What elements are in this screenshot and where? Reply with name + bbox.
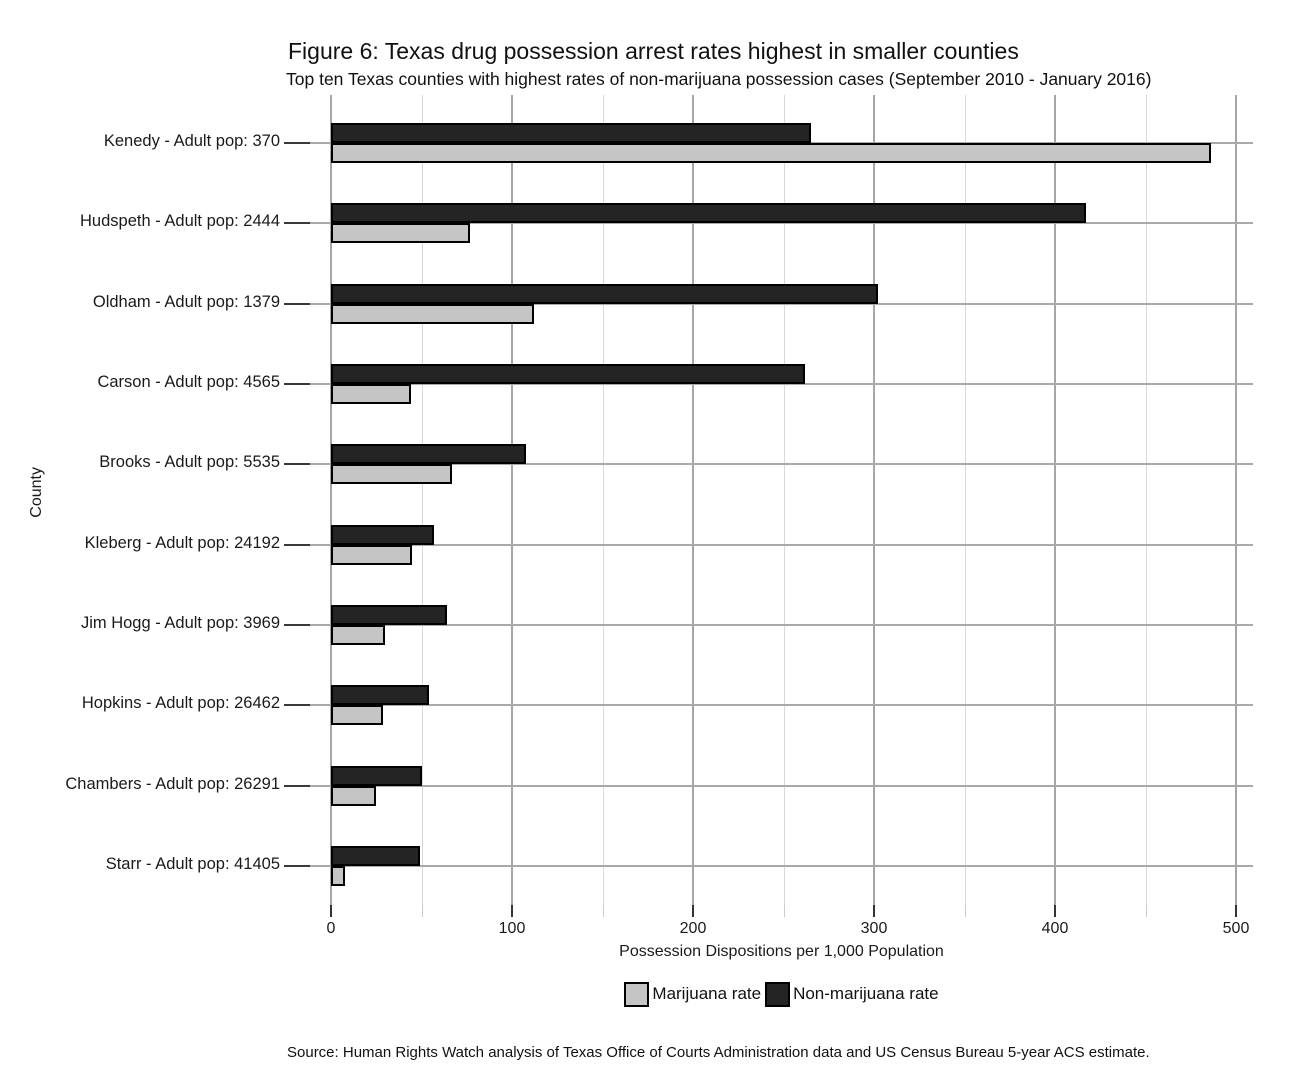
y-axis-label: Kleberg - Adult pop: 24192 xyxy=(84,533,280,552)
legend-item-marijuana: Marijuana rate xyxy=(624,981,762,1007)
gridline-major-x-200 xyxy=(692,95,694,905)
row-gridline xyxy=(310,864,1253,867)
bar-non-marijuana xyxy=(331,765,422,786)
y-tick xyxy=(284,302,310,305)
source-note: Source: Human Rights Watch analysis of T… xyxy=(287,1044,1150,1061)
gridline-major-x-100 xyxy=(511,95,513,905)
bar-non-marijuana xyxy=(331,845,420,866)
y-axis-label: Jim Hogg - Adult pop: 3969 xyxy=(80,613,280,632)
bar-non-marijuana xyxy=(331,363,805,384)
bar-marijuana xyxy=(331,865,345,886)
legend-label-marijuana: Marijuana rate xyxy=(652,984,762,1003)
legend-swatch-marijuana xyxy=(624,981,650,1007)
y-axis-label: Brooks - Adult pop: 5535 xyxy=(99,453,280,472)
legend-swatch-non-marijuana xyxy=(765,981,791,1007)
bar-marijuana xyxy=(331,143,1211,163)
bar-marijuana xyxy=(331,383,411,404)
x-tick-500 xyxy=(1235,905,1237,917)
plot-panel xyxy=(310,95,1253,905)
gridline-major-x-300 xyxy=(873,95,875,905)
bar-marijuana xyxy=(331,544,412,565)
bar-non-marijuana xyxy=(331,685,429,706)
y-tick xyxy=(284,784,310,787)
y-axis-label: Kenedy - Adult pop: 370 xyxy=(103,132,280,150)
y-tick xyxy=(284,142,310,144)
row-gridline xyxy=(310,704,1253,707)
x-minor-tick-350 xyxy=(964,905,966,917)
bar-marijuana xyxy=(331,223,470,244)
y-tick xyxy=(284,382,310,385)
bar-marijuana xyxy=(331,464,452,485)
y-axis-label: Chambers - Adult pop: 26291 xyxy=(65,774,280,793)
x-tick-label-300: 300 xyxy=(860,920,888,937)
chart-title: Figure 6: Texas drug possession arrest r… xyxy=(288,38,1019,64)
row-gridline xyxy=(310,382,1253,385)
row-gridline xyxy=(310,543,1253,546)
bar-marijuana xyxy=(331,303,534,324)
bar-non-marijuana xyxy=(331,604,447,625)
row-gridline xyxy=(310,222,1253,225)
gridline-minor-x-50 xyxy=(421,95,423,905)
x-minor-tick-450 xyxy=(1145,905,1147,917)
y-tick xyxy=(284,704,310,707)
y-tick xyxy=(284,463,310,466)
x-tick-0 xyxy=(330,905,332,917)
bar-non-marijuana xyxy=(331,283,878,304)
y-axis-label: Starr - Adult pop: 41405 xyxy=(105,854,280,873)
y-axis-label: Oldham - Adult pop: 1379 xyxy=(92,292,280,311)
bar-non-marijuana xyxy=(331,524,434,545)
y-tick xyxy=(284,222,310,225)
gridline-minor-x-350 xyxy=(964,95,966,905)
x-tick-label-400: 400 xyxy=(1041,920,1069,937)
row-gridline xyxy=(310,463,1253,466)
x-minor-tick-50 xyxy=(421,905,423,917)
x-tick-300 xyxy=(873,905,875,917)
bar-non-marijuana xyxy=(331,444,526,465)
gridline-major-x-400 xyxy=(1054,95,1056,905)
y-tick xyxy=(284,864,310,867)
row-gridline xyxy=(310,784,1253,787)
bar-marijuana xyxy=(331,785,376,806)
y-axis-label: Hudspeth - Adult pop: 2444 xyxy=(80,212,280,231)
chart-subtitle: Top ten Texas counties with highest rate… xyxy=(286,69,1152,89)
x-tick-400 xyxy=(1054,905,1056,917)
gridline-major-x-0 xyxy=(330,95,332,905)
x-axis-title: Possession Dispositions per 1,000 Popula… xyxy=(619,943,944,960)
bar-marijuana xyxy=(331,624,385,645)
x-minor-tick-250 xyxy=(783,905,785,917)
y-axis-label: Carson - Adult pop: 4565 xyxy=(97,372,280,391)
gridline-minor-x-450 xyxy=(1145,95,1147,905)
y-axis-title: County xyxy=(28,467,45,518)
y-axis-label: Hopkins - Adult pop: 26462 xyxy=(81,694,280,713)
y-tick xyxy=(284,623,310,626)
row-gridline xyxy=(310,302,1253,305)
legend-item-non-marijuana: Non-marijuana rate xyxy=(765,981,939,1007)
x-tick-100 xyxy=(511,905,513,917)
bar-non-marijuana xyxy=(331,123,811,143)
y-tick xyxy=(284,543,310,546)
legend: Marijuana rate Non-marijuana rate xyxy=(310,979,1253,1009)
gridline-major-x-500 xyxy=(1235,95,1237,905)
x-tick-label-200: 200 xyxy=(679,920,707,937)
x-minor-tick-150 xyxy=(602,905,604,917)
x-tick-label-500: 500 xyxy=(1222,920,1250,937)
gridline-minor-x-250 xyxy=(783,95,785,905)
x-tick-200 xyxy=(692,905,694,917)
row-gridline xyxy=(310,623,1253,626)
x-tick-label-100: 100 xyxy=(498,920,526,937)
x-tick-label-0: 0 xyxy=(326,920,336,937)
legend-label-non-marijuana: Non-marijuana rate xyxy=(793,984,939,1003)
bar-non-marijuana xyxy=(331,203,1086,224)
gridline-minor-x-150 xyxy=(602,95,604,905)
bar-marijuana xyxy=(331,705,383,726)
